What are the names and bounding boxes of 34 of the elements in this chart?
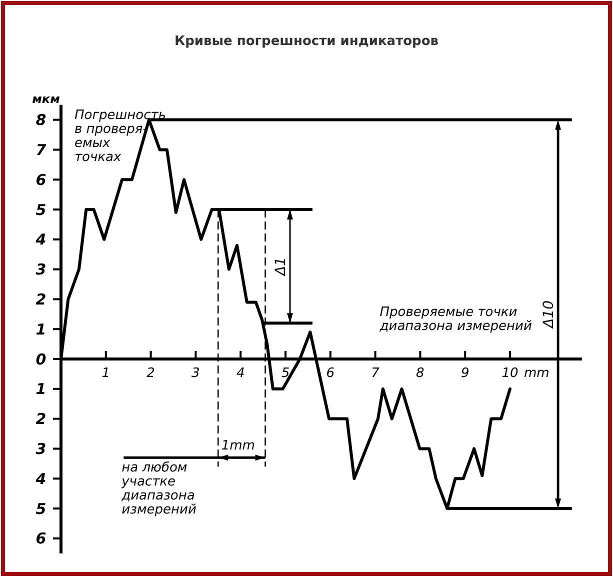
x-tick-label: 7 — [371, 366, 380, 381]
annotation: 1mm — [221, 438, 255, 454]
y-tick-label: 7 — [36, 140, 47, 159]
x-tick-label: 6 — [326, 366, 335, 381]
annotation: Проверяемые точки диапазона измерений — [378, 305, 532, 334]
y-tick-label: 5 — [36, 500, 46, 518]
annotation: Δ1 — [272, 257, 289, 277]
y-tick-label: 0 — [36, 350, 46, 368]
x-tick-label: 10 — [502, 366, 518, 381]
chart-title: Кривые погрешности индикаторов — [174, 34, 439, 49]
y-tick-label: 6 — [36, 530, 46, 548]
y-tick-label: 3 — [36, 440, 46, 458]
x-tick-label: 9 — [460, 366, 470, 381]
y-tick-label: 4 — [34, 230, 46, 249]
y-tick-label: 2 — [36, 410, 46, 428]
annotation: Погрешность в проверя- емых точках — [74, 108, 166, 165]
y-tick-label: 8 — [36, 111, 46, 130]
annotation: на любом участке диапазона измерений — [120, 460, 196, 518]
x-axis-title: mm — [524, 366, 550, 381]
y-tick-label: 1 — [36, 320, 46, 338]
x-tick-label: 3 — [192, 366, 200, 381]
y-tick-label: 5 — [36, 200, 46, 219]
y-tick-label: 1 — [36, 380, 46, 398]
annotation: Δ10 — [541, 300, 558, 329]
y-tick-label: 2 — [36, 290, 46, 308]
y-axis-title: мкм — [32, 92, 60, 106]
y-tick-label: 6 — [36, 170, 46, 189]
y-tick-label: 4 — [34, 470, 46, 488]
y-tick-label: 3 — [36, 260, 46, 279]
x-tick-label: 8 — [416, 366, 424, 381]
x-tick-label: 4 — [236, 366, 245, 381]
x-tick-label: 5 — [281, 366, 290, 381]
x-tick-label: 2 — [146, 366, 155, 381]
x-tick-label: 1 — [102, 366, 110, 381]
